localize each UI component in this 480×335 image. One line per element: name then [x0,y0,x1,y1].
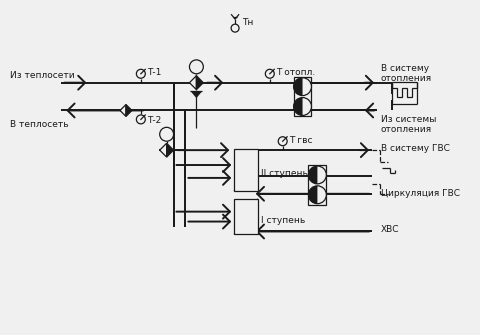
Polygon shape [309,186,317,204]
Circle shape [294,97,312,116]
Circle shape [309,186,326,204]
Circle shape [190,60,204,74]
Bar [309,165,326,205]
Bar [294,77,312,117]
Text: Циркуляция ГВС: Циркуляция ГВС [381,189,460,198]
Text: Из теплосети: Из теплосети [10,71,74,80]
Polygon shape [309,166,317,184]
Text: Тн: Тн [242,18,253,27]
Text: Из системы
отопления: Из системы отопления [381,115,436,134]
Text: В систему ГВС: В систему ГВС [381,144,450,153]
Circle shape [294,78,312,95]
Circle shape [136,115,145,124]
Bar [234,199,258,234]
Circle shape [278,137,287,146]
Circle shape [309,166,326,184]
Polygon shape [120,105,126,117]
Circle shape [231,24,239,32]
Polygon shape [167,143,174,157]
Circle shape [160,127,174,141]
Polygon shape [196,76,204,90]
Polygon shape [294,78,302,95]
Polygon shape [167,143,174,157]
Text: I ступень: I ступень [261,216,305,225]
Polygon shape [196,76,204,90]
Text: В теплосеть: В теплосеть [10,120,69,129]
Circle shape [265,69,274,78]
Polygon shape [294,97,302,116]
Text: ХВС: ХВС [381,225,399,234]
Text: В систему
отопления: В систему отопления [381,64,432,83]
Text: Т отопл.: Т отопл. [276,68,315,77]
Polygon shape [190,76,196,90]
Text: Т гвс: Т гвс [288,136,312,145]
Polygon shape [160,143,167,157]
Text: м: м [193,62,199,71]
Text: Т-1: Т-1 [147,68,161,77]
Polygon shape [126,105,132,117]
Text: Т-2: Т-2 [147,116,161,125]
Bar [234,149,258,191]
Polygon shape [191,91,203,98]
Text: м: м [164,130,169,139]
Text: II ступень: II ступень [261,170,308,179]
Circle shape [136,69,145,78]
